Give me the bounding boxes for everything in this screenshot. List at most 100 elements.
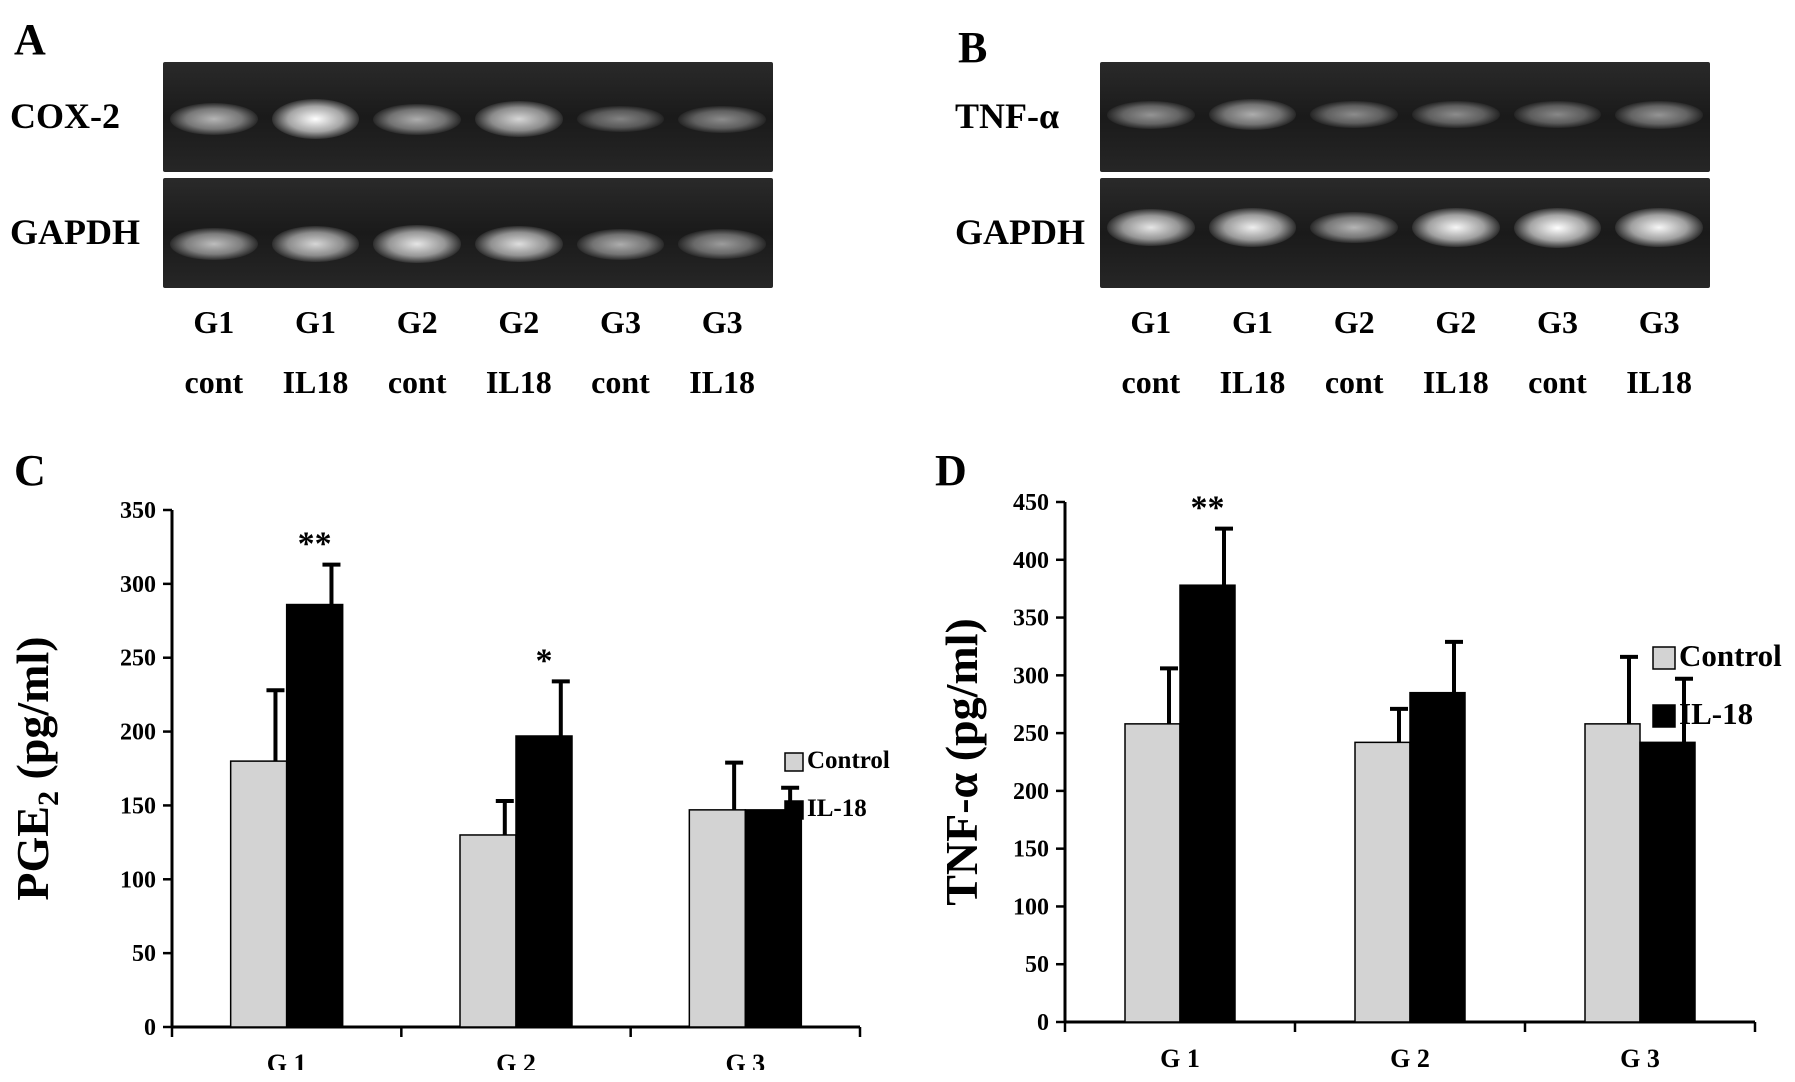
x-tick-label: G 2 [1390,1044,1430,1070]
bar-il-18 [515,735,573,1028]
legend-swatch [1652,704,1676,728]
gel-band [576,228,665,260]
lane-label-cond: IL18 [485,364,552,400]
legend-swatch [784,800,804,820]
gel-band [1513,101,1602,129]
legend-swatch [784,752,804,772]
legend-label: Control [807,747,890,774]
chart-d: D 0 50 100 150 200 250 300 350 400 450 TNF-α (pg/ml… [935,450,1782,1070]
lane-label-cond: cont [1324,364,1384,400]
y-tick-label: 250 [1013,721,1049,747]
y-tick-label: 400 [1013,548,1049,574]
gel-band [678,229,766,259]
y-tick-label: 0 [144,1015,156,1041]
y-axis-label-unit: (pg/ml) [7,636,58,791]
y-tick-label: 150 [1013,837,1049,863]
lane-label-group: G2 [1333,304,1375,340]
lane-label-group: G3 [701,304,743,340]
lane-label-group: G2 [498,304,540,340]
lane-label-cond: cont [184,364,244,400]
lane-label-group: G3 [1537,304,1578,340]
gel-band [373,103,461,135]
gel-image-a-0 [163,62,773,172]
lane-label-cond: IL18 [282,364,349,400]
gel-band [1615,100,1703,129]
bar-il-18 [1179,584,1236,1023]
gel-label-b-1: GAPDH [955,212,1085,252]
x-tick-label: G 2 [496,1049,536,1070]
gel-label-a-0: COX-2 [10,96,120,136]
significance-marker: ** [298,526,332,563]
lane-label-cond: IL18 [1219,364,1286,400]
lane-label-group: G2 [396,304,438,340]
lane-label-group: G3 [1638,304,1680,340]
x-tick-label: G 3 [1620,1044,1660,1070]
bar-control [459,834,517,1028]
y-axis-label: PGE2 (pg/ml) [7,636,65,900]
x-tick-label: G 3 [725,1049,765,1070]
lane-label-group: G3 [600,304,641,340]
y-tick-label: 250 [120,646,156,672]
x-tick-label: G 1 [267,1049,307,1070]
lane-label-group: G1 [1232,304,1273,340]
lane-label-cond: IL18 [1626,364,1693,400]
gel-band [576,105,665,133]
gel-image-b-1 [1100,178,1710,288]
y-axis-label: TNF-α (pg/ml) [936,618,987,906]
gel-band [475,225,563,263]
panel-letter-d: D [935,450,967,495]
lane-label-group: G2 [1435,304,1477,340]
y-tick-label: 300 [1013,663,1049,689]
y-tick-label: 50 [132,941,156,967]
lane-label-group: G1 [193,304,235,340]
y-tick-label: 300 [120,572,156,598]
y-tick-label: 350 [120,498,156,524]
lane-label-cond: cont [387,364,447,400]
gel-band [1513,207,1602,248]
legend-label: IL-18 [1679,696,1753,731]
y-tick-label: 200 [1013,779,1049,805]
bar-il-18 [1409,691,1466,1023]
gel-band [170,103,258,136]
bar-il-18 [285,603,344,1028]
y-axis-label-subscript: 2 [32,791,65,806]
y-tick-label: 50 [1025,952,1049,978]
y-tick-label: 450 [1013,490,1049,516]
gel-band [271,226,360,262]
lane-label-cond: IL18 [689,364,756,400]
significance-marker: ** [1191,490,1225,527]
gel-label-a-1: GAPDH [10,212,140,252]
bar-control [1124,723,1181,1023]
lane-label-group: G1 [1130,304,1172,340]
y-tick-label: 100 [1013,894,1049,920]
lane-label-cond: cont [1121,364,1181,400]
gel-band [170,227,258,261]
y-tick-label: 200 [120,720,156,746]
gel-band [1412,207,1500,248]
gel-band [475,101,563,137]
y-tick-label: 150 [120,793,156,819]
gel-band [1615,207,1703,248]
bar-il-18 [744,809,803,1028]
gel-band [1310,211,1398,244]
gel-label-b-0: TNF-α [955,96,1060,136]
gel-band [1310,101,1398,129]
bar-control [1354,741,1411,1023]
bar-control [229,760,288,1028]
significance-marker: * [536,642,553,679]
lane-label-cond: cont [591,364,650,400]
gel-band [271,99,360,140]
y-tick-label: 100 [120,867,156,893]
bar-control [688,809,747,1028]
gel-band [1208,99,1297,131]
panel-letter-a: A [14,15,46,64]
legend-label: Control [1679,638,1782,673]
y-tick-label: 0 [1037,1010,1049,1036]
gel-band [1412,101,1500,129]
chart-c: C 0 50 100 150 200 250 300 350 PGE2 (pg/ml) ** G 1 *… [7,450,890,1070]
gel-band [1107,208,1195,247]
legend-swatch [1652,646,1676,670]
gel-image-a-1 [163,178,773,288]
gel-band [373,225,461,263]
gel-band [1208,208,1297,247]
